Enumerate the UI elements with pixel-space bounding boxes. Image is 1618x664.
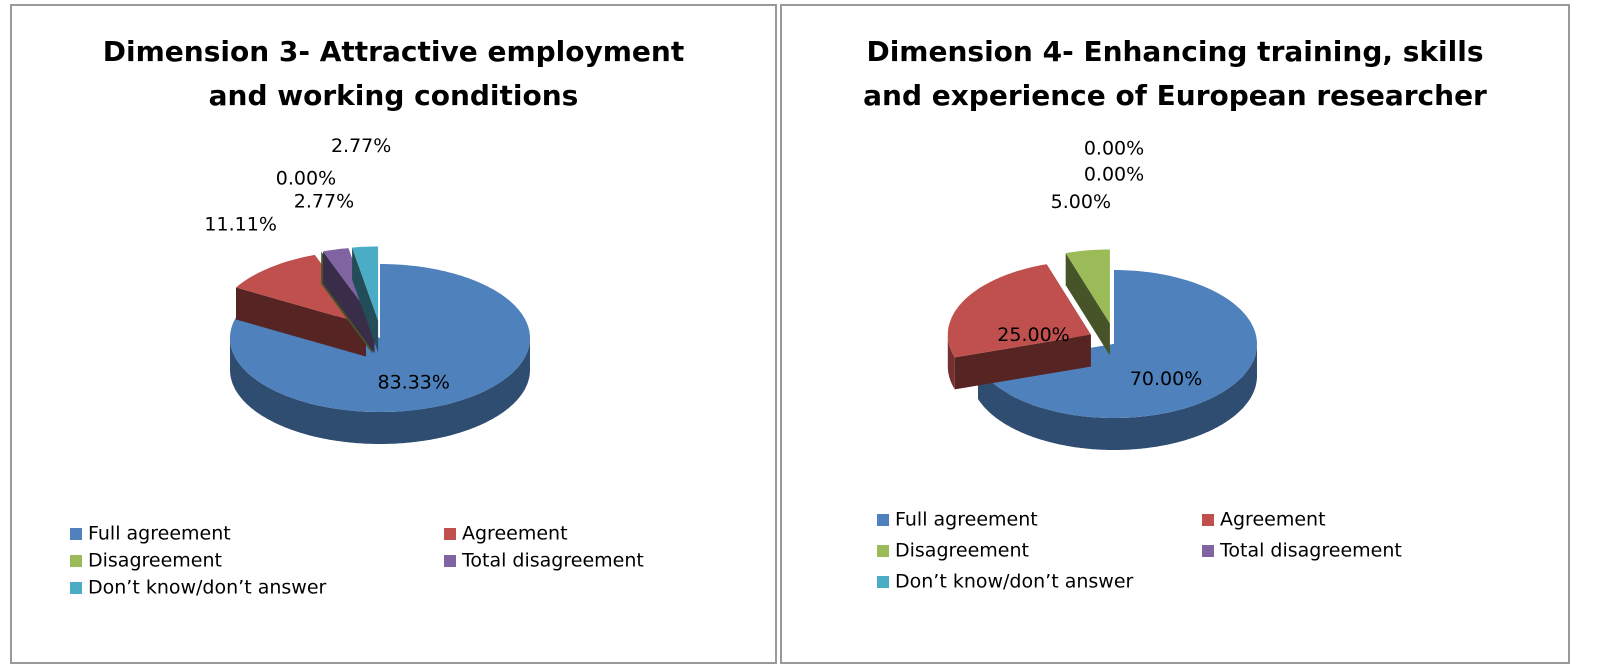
chart-panel: Dimension 3- Attractive employment and w…	[10, 4, 777, 664]
legend-label: Don’t know/don’t answer	[88, 577, 327, 599]
legend-swatch	[1202, 545, 1214, 557]
legend-swatch	[877, 545, 889, 557]
legend-label: Total disagreement	[1219, 540, 1402, 562]
legend-label: Disagreement	[88, 550, 222, 572]
legend-label: Disagreement	[895, 540, 1029, 562]
legend-swatch	[70, 555, 82, 567]
chart-panel: Dimension 4- Enhancing training, skills …	[780, 4, 1570, 664]
slice-top	[230, 264, 530, 412]
pie-slice	[352, 246, 379, 353]
slice-side	[947, 334, 955, 390]
legend-swatch	[70, 528, 82, 540]
legend-swatch	[444, 555, 456, 567]
legend-label: Agreement	[462, 523, 568, 545]
slice-face	[1065, 253, 1110, 356]
data-label: 70.00%	[1130, 368, 1202, 390]
slice-top	[947, 264, 1091, 358]
chart-title: Dimension 3- Attractive employment and w…	[102, 35, 685, 112]
slice-top	[1065, 249, 1110, 324]
data-label: 2.77%	[294, 191, 354, 213]
legend-label: Total disagreement	[461, 550, 644, 572]
slice-face	[236, 287, 366, 357]
chart: 83.33%11.11%0.00%2.77%2.77%Full agreemen…	[70, 135, 644, 599]
slice-face	[323, 251, 375, 353]
chart: 70.00% 25.00% 5.00% 0.00% 0.00% Full agreemen…	[877, 138, 1402, 593]
pie-slice	[1065, 249, 1110, 356]
chart-title: Dimension 4- Enhancing training, skills …	[863, 35, 1487, 112]
legend-label: Full agreement	[895, 509, 1038, 531]
slice-face	[954, 334, 1091, 390]
legend-label: Agreement	[1220, 509, 1326, 531]
slice-side	[230, 338, 530, 444]
page: Dimension 3- Attractive employment and w…	[10, 4, 1570, 664]
data-label: 5.00%	[1051, 191, 1111, 213]
slice-side	[978, 344, 1257, 450]
data-label: 0.00%	[276, 168, 336, 190]
legend-swatch	[877, 514, 889, 526]
slice-top	[236, 254, 366, 325]
data-label: 0.00%	[1084, 164, 1144, 186]
legend-swatch	[1202, 514, 1214, 526]
legend-label: Full agreement	[88, 523, 231, 545]
legend-swatch	[444, 528, 456, 540]
data-label: 83.33%	[377, 371, 449, 393]
slice-top	[978, 270, 1257, 418]
slice-top	[352, 246, 379, 321]
data-label: 0.00%	[1084, 138, 1144, 160]
pie-slice	[947, 264, 1091, 390]
data-label: 2.77%	[331, 135, 391, 157]
legend-label: Don’t know/don’t answer	[895, 571, 1134, 593]
legend-swatch	[877, 576, 889, 588]
slice-face	[352, 247, 379, 353]
legend-swatch	[70, 582, 82, 594]
data-label: 11.11%	[204, 213, 276, 235]
data-label: 25.00%	[997, 324, 1069, 346]
